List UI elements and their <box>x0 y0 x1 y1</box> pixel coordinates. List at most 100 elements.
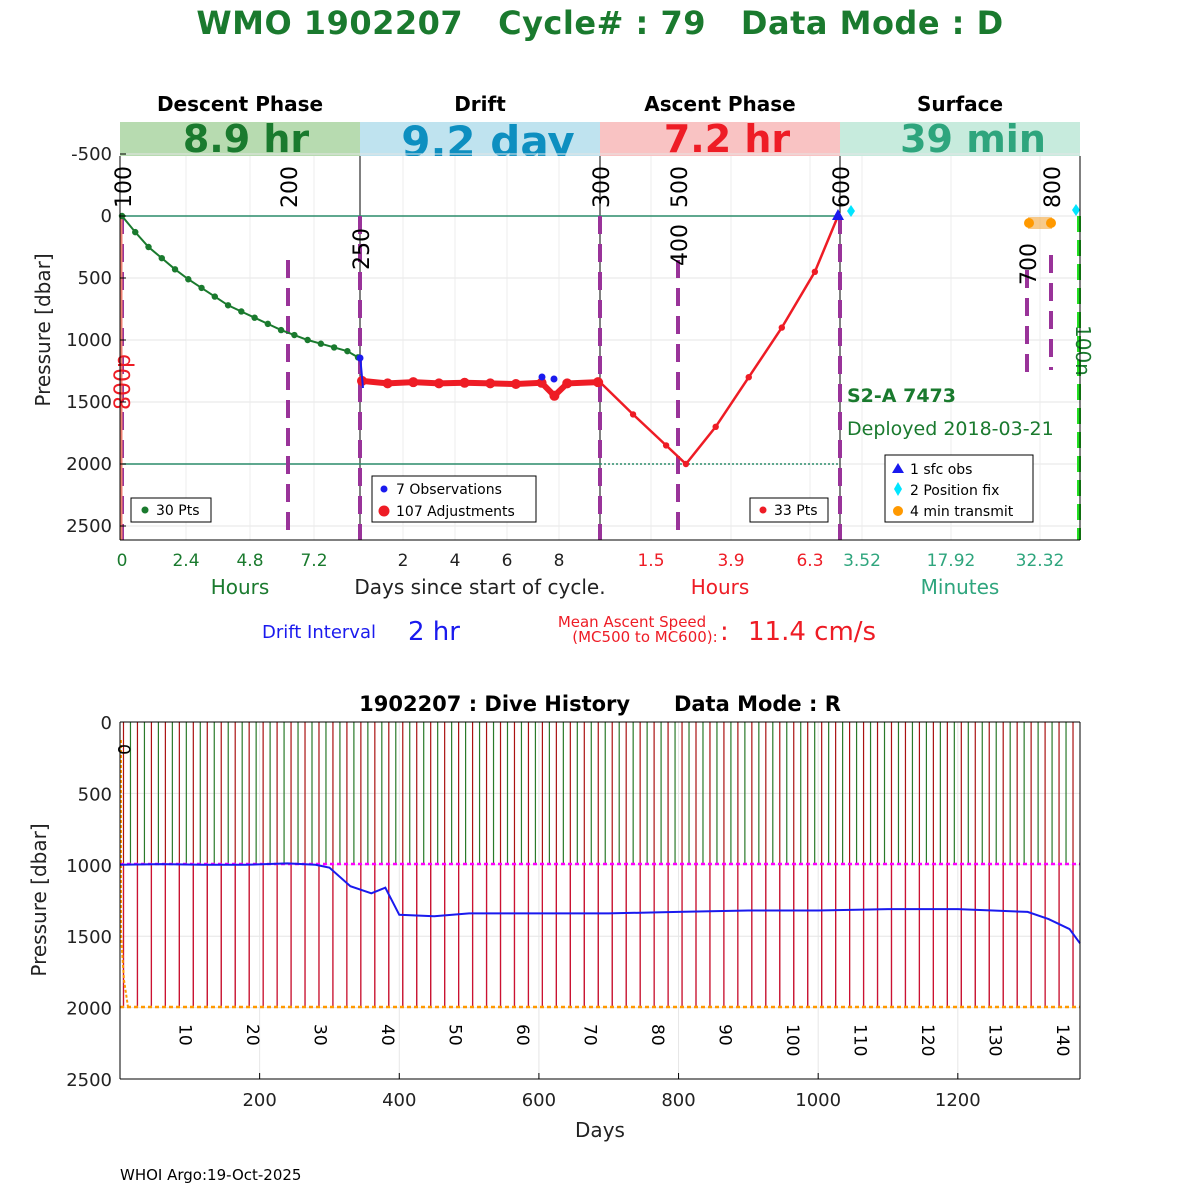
y-tick-label: 500 <box>78 268 112 289</box>
transmit-point <box>1024 218 1034 228</box>
footer-credit: WHOI Argo:19-Oct-2025 <box>120 1166 302 1184</box>
mc-label-100n: 100n <box>1071 325 1095 376</box>
transmit-band <box>1028 217 1052 229</box>
y-tick-label: 1500 <box>66 927 112 948</box>
descent-point <box>145 243 152 251</box>
history-y-ticks: 0 500 1000 1500 2000 2500 <box>66 713 112 1091</box>
x-axis-label-descent: Hours <box>211 575 270 599</box>
descent-point <box>304 336 311 344</box>
cycle-label: 130 <box>985 1024 1005 1056</box>
ascent-point <box>745 374 752 381</box>
phase-panel: Descent Phase Drift Ascent Phase Surface… <box>31 92 1095 599</box>
phase-name-surface: Surface <box>917 92 1003 116</box>
y-tick-label: 2000 <box>66 999 112 1020</box>
x-tick-label: 800 <box>661 1090 695 1111</box>
descent-point <box>171 266 179 273</box>
mc-label-800: 800 <box>1041 166 1066 208</box>
phase-band-surface <box>840 122 1080 156</box>
cycle-label: 20 <box>242 1024 262 1046</box>
surface-obs-marker <box>832 209 844 220</box>
mc-label-700: 700 <box>1017 243 1042 285</box>
x-tick-drift: 4 <box>450 551 461 571</box>
history-cycle-bars <box>122 722 1074 1008</box>
ascent-legend: 33 Pts <box>749 497 829 523</box>
first-dive-profile <box>120 740 129 1008</box>
ascent-point <box>811 268 819 275</box>
y-tick-label: 1000 <box>66 856 112 877</box>
x-tick-descent: 2.4 <box>172 551 199 571</box>
history-y-axis-label: Pressure [dbar] <box>27 823 51 976</box>
drift-interval-label: Drift Interval <box>262 622 376 643</box>
descent-legend: 30 Pts <box>130 497 212 523</box>
mc-label-250: 250 <box>350 228 375 270</box>
mc-label-300: 300 <box>590 166 615 208</box>
cycle-label: 50 <box>445 1024 465 1046</box>
y-tick-label: 1000 <box>66 330 112 351</box>
cycle-label: 140 <box>1052 1024 1072 1056</box>
x-axis-label-surface: Minutes <box>921 575 1000 599</box>
ascent-point <box>596 378 604 386</box>
x-tick-surface: 17.92 <box>927 551 976 571</box>
drift-legend: 7 Observations 107 Adjustments <box>371 475 537 523</box>
position-fix-marker <box>847 205 855 217</box>
history-drift-series <box>119 862 1081 944</box>
page-title: WMO 1902207 Cycle# : 79 Data Mode : D <box>196 4 1004 42</box>
x-tick-ascent: 1.5 <box>637 551 664 571</box>
cycle-label: 80 <box>647 1024 667 1046</box>
float-id: S2-A 7473 <box>847 385 956 407</box>
cycle-label: 90 <box>715 1024 735 1046</box>
phase-band-ascent <box>600 122 840 156</box>
x-tick-drift: 8 <box>554 551 565 571</box>
descent-point <box>317 340 325 347</box>
y-tick-label: 0 <box>101 206 112 227</box>
drift-interval-value: 2 hr <box>408 617 460 647</box>
descent-point <box>291 331 298 339</box>
descent-series-points <box>118 212 362 361</box>
history-x-axis-label: Days <box>575 1118 625 1142</box>
descent-point <box>158 254 165 262</box>
surface-legend-obs: 1 sfc obs <box>910 462 972 478</box>
phase-name-ascent: Ascent Phase <box>644 92 795 116</box>
descent-point <box>132 228 139 236</box>
cycle-label: 40 <box>377 1024 397 1046</box>
x-tick-label: 200 <box>242 1090 276 1111</box>
x-tick-surface: 3.52 <box>843 551 881 571</box>
descent-legend-label: 30 Pts <box>156 503 200 519</box>
top-y-axis-label: Pressure [dbar] <box>31 253 55 406</box>
x-tick-descent: 7.2 <box>300 551 327 571</box>
ascent-point <box>778 324 786 331</box>
y-tick-label: 2000 <box>66 454 112 475</box>
drift-adjustment-point <box>562 378 573 389</box>
drift-observation-point <box>550 375 558 383</box>
transmit-point <box>1046 218 1056 228</box>
phase-name-descent: Descent Phase <box>157 92 323 116</box>
mc-label-600: 600 <box>830 166 855 208</box>
mc-label-200: 200 <box>278 166 303 208</box>
phase-name-drift: Drift <box>454 92 506 116</box>
surface-legend-fix: 2 Position fix <box>910 483 999 499</box>
descent-point <box>344 347 351 355</box>
x-axis-label-drift: Days since start of cycle. <box>354 575 605 599</box>
mc-label-400: 400 <box>668 224 693 266</box>
drift-observation-point <box>356 354 364 362</box>
descent-point <box>277 326 285 334</box>
ascent-speed-value: 11.4 cm/s <box>748 617 876 647</box>
cycle-label: 70 <box>580 1024 600 1046</box>
drift-adjustment-point <box>408 377 419 388</box>
descent-point <box>224 302 232 309</box>
ascent-speed-colon: : <box>720 617 729 647</box>
y-tick-label: 1500 <box>66 392 112 413</box>
drift-adjustment-point <box>536 377 547 388</box>
x-tick-drift: 2 <box>398 551 409 571</box>
cycle-label: 110 <box>850 1024 870 1056</box>
x-tick-drift: 6 <box>502 551 513 571</box>
history-x-ticks: 200 400 600 800 1000 1200 <box>242 1073 981 1111</box>
drift-adjustment-point <box>510 379 521 390</box>
cycle-label: 120 <box>917 1024 937 1056</box>
mc-label-800p: 800p <box>111 354 136 410</box>
drift-adjustment-point <box>459 377 470 388</box>
cycle-label: 0 <box>113 744 133 755</box>
dive-history-panel: 1902207 : Dive History Data Mode : R 0 10… <box>27 692 1081 1142</box>
ascent-point <box>662 442 670 449</box>
y-tick-label: 2500 <box>66 516 112 537</box>
